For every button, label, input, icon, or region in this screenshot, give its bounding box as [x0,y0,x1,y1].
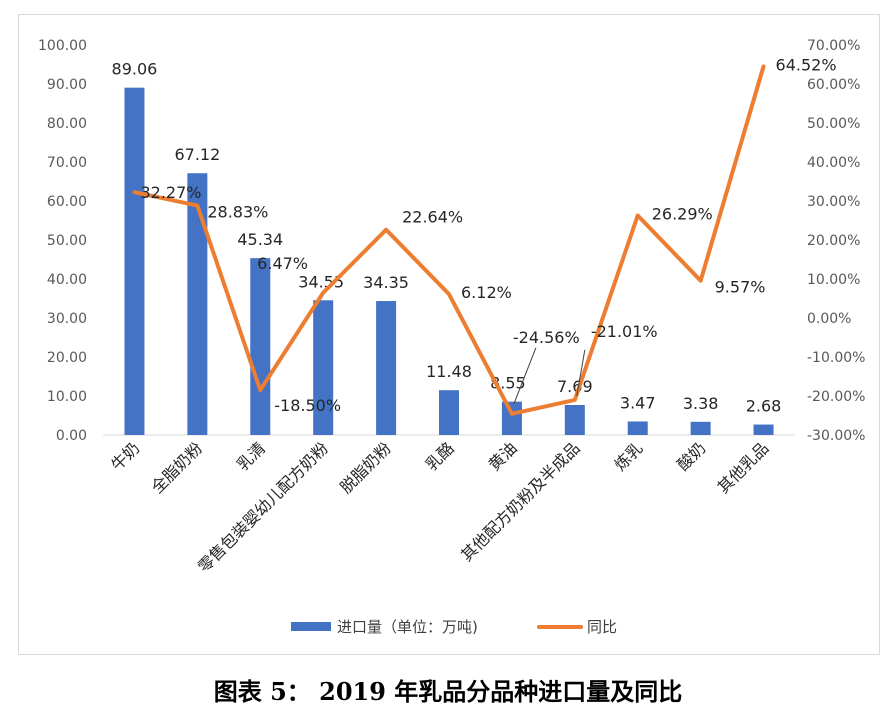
bar [187,173,208,435]
y-right-tick-label: 30.00% [807,194,860,210]
line-point [132,190,136,194]
x-category-label: 牛奶 [107,438,143,474]
x-category-label: 酸奶 [673,438,709,474]
bar-data-label: 89.06 [112,60,158,79]
y-left-tick-label: 30.00 [47,311,87,327]
y-right-tick-label: -10.00% [807,350,865,366]
y-left-tick-label: 20.00 [47,350,87,366]
line-point [573,398,577,402]
y-right-tick-label: 40.00% [807,155,860,171]
legend-label-bar: 进口量（单位：万吨) [337,618,478,636]
combo-chart: 0.00 10.00 20.00 30.00 40.00 50.00 60.00 70.00 8… [38,38,865,636]
line-data-label: 6.12% [461,283,512,302]
x-category-label: 乳酪 [422,438,458,474]
x-category-label: 零售包装婴幼儿配方奶粉 [194,438,332,576]
line-point [447,292,451,296]
y-right-tick-label: -20.00% [807,389,865,405]
line-point [195,204,199,208]
bar [313,300,334,435]
y-left-tick-label: 40.00 [47,272,87,288]
line-data-label: 64.52% [776,55,837,74]
y-left-tick-label: 60.00 [47,194,87,210]
bar-data-label: 34.35 [363,273,409,292]
legend-swatch-bar [291,622,331,631]
y-left-tick-label: 10.00 [47,389,87,405]
bar [501,401,522,435]
chart-frame: 0.00 10.00 20.00 30.00 40.00 50.00 60.00 70.00 8… [18,14,880,655]
x-category-label: 乳清 [233,438,269,474]
line-point [510,412,514,416]
bar [439,390,459,435]
line-data-label: -18.50% [274,396,341,415]
bar-data-label: 11.48 [426,362,472,381]
y-right-tick-label: 60.00% [807,77,860,93]
line-data-label: -24.56% [513,328,580,347]
y-right-tick-label: 70.00% [807,38,860,54]
bar-data-label: 3.38 [683,394,719,413]
leader-line [576,349,586,397]
bar [564,405,585,435]
bar-data-label: 34.55 [298,272,344,291]
line-data-label: 6.47% [257,254,308,273]
line-point [699,279,703,283]
y-right-tick-label: 10.00% [807,272,860,288]
line-data-label: 22.64% [402,208,463,227]
x-category-label: 其他配方奶粉及半成品 [457,438,584,565]
y-left-tick-label: 70.00 [47,155,87,171]
bar [124,87,145,435]
bar [376,301,397,435]
bar [250,258,271,435]
legend-label-line: 同比 [587,618,617,636]
line-point [321,291,325,295]
x-category-label: 脱脂奶粉 [336,438,395,497]
bar [627,421,648,435]
x-category-label: 其他乳品 [714,438,773,497]
bar [753,424,774,435]
bar [690,421,711,435]
line-point [258,388,262,392]
bar-data-label: 7.69 [557,377,593,396]
line-data-label: 28.83% [207,203,268,222]
y-left-tick-label: 90.00 [47,77,87,93]
line-point [762,64,766,68]
leader-line [513,347,537,404]
y-right-tick-label: 0.00% [807,311,851,327]
y-left-tick-label: 0.00 [56,428,87,444]
line-point [384,228,388,232]
y-right-tick-label: -30.00% [807,428,865,444]
y-right-tick-label: 20.00% [807,233,860,249]
x-category-label: 全脂奶粉 [147,438,206,497]
y-left-tick-label: 100.00 [38,38,87,54]
line-point [636,213,640,217]
y-left-tick-label: 50.00 [47,233,87,249]
x-category-label: 炼乳 [610,438,646,474]
line-data-label: 32.27% [140,183,201,202]
bar-data-label: 3.47 [620,393,656,412]
bar-data-label: 45.34 [237,230,283,249]
line-data-label: -21.01% [591,322,658,341]
bar-data-label: 2.68 [746,397,782,416]
x-category-label: 黄油 [485,438,521,474]
y-left-tick-label: 80.00 [47,116,87,132]
figure-caption: 图表 5： 2019 年乳品分品种进口量及同比 [213,677,683,706]
y-right-tick-label: 50.00% [807,116,860,132]
bar-data-label: 67.12 [174,145,220,164]
line-data-label: 26.29% [652,204,713,223]
line-data-label: 9.57% [715,278,766,297]
